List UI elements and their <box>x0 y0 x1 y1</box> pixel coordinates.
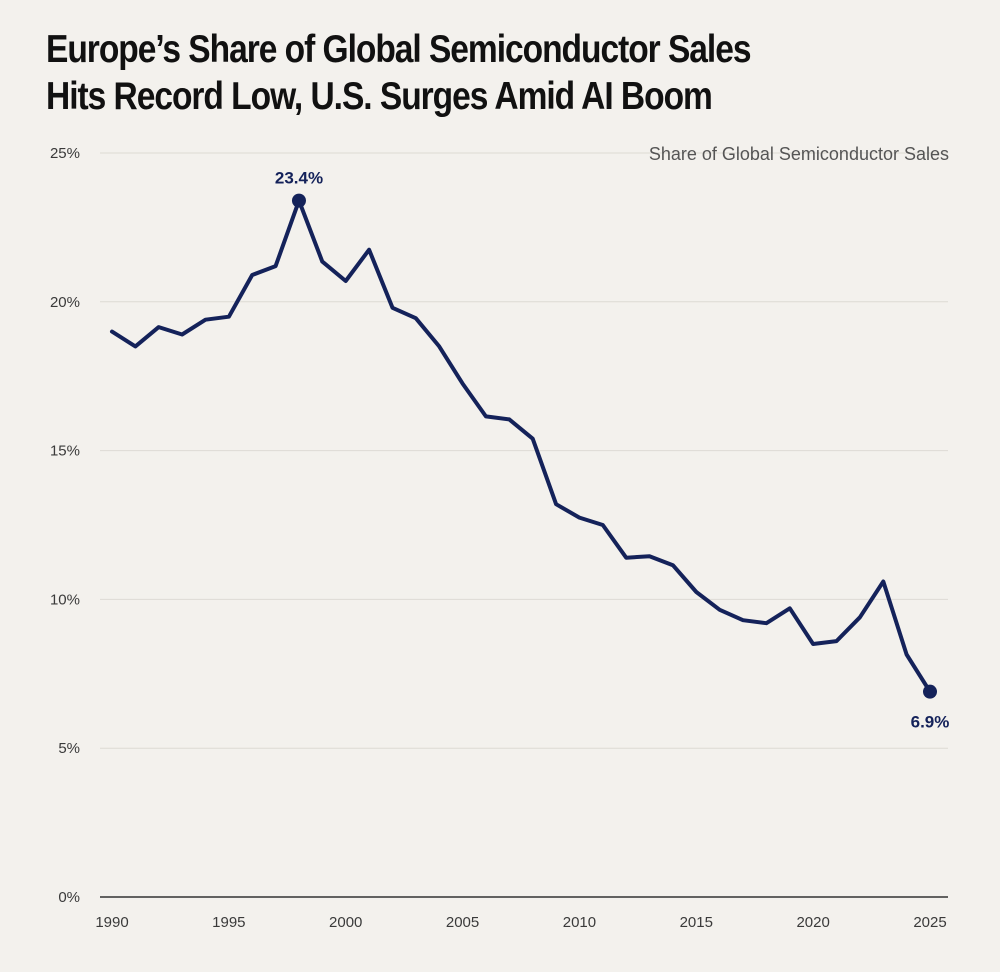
y-tick-label: 25% <box>50 145 80 162</box>
chart-title-line-2: Hits Record Low, U.S. Surges Amid AI Boo… <box>46 75 713 118</box>
x-tick-label: 2005 <box>446 914 479 931</box>
x-tick-label: 2015 <box>680 914 713 931</box>
x-tick-label: 1990 <box>95 914 128 931</box>
x-tick-label: 1995 <box>212 914 245 931</box>
x-tick-label: 2020 <box>796 914 829 931</box>
x-tick-label: 2000 <box>329 914 362 931</box>
series-line-europe <box>110 198 932 694</box>
annotated-point <box>291 193 306 208</box>
annotated-point <box>923 684 937 699</box>
x-tick-label: 2025 <box>913 914 946 931</box>
latest-value-label: 6.9% <box>911 713 950 732</box>
y-tick-label: 10% <box>50 591 80 608</box>
chart-subtitle: Share of Global Semiconductor Sales <box>649 144 949 164</box>
chart-title-line-1: Europe’s Share of Global Semiconductor S… <box>46 28 751 71</box>
x-tick-label: 2010 <box>563 914 596 931</box>
y-tick-label: 15% <box>50 443 80 460</box>
y-tick-label: 0% <box>58 889 80 906</box>
y-tick-label: 5% <box>58 740 80 757</box>
chart-title: Europe’s Share of Global Semiconductor S… <box>46 26 837 120</box>
y-tick-label: 20% <box>50 294 80 311</box>
peak-value-label: 23.4% <box>275 169 323 188</box>
